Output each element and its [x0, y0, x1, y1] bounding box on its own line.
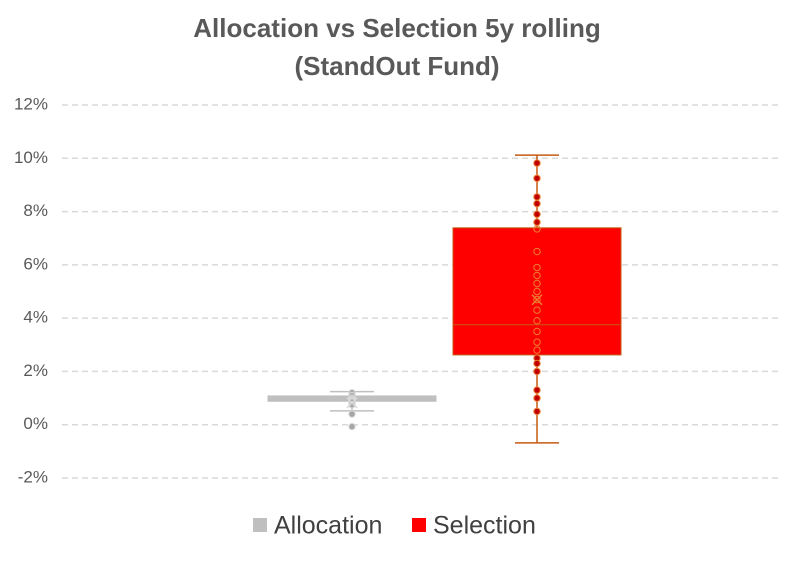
mean-marker: [531, 294, 543, 306]
data-point: [533, 199, 541, 208]
legend-label: Selection: [433, 512, 536, 540]
data-point: [533, 174, 541, 182]
data-point: [533, 287, 541, 296]
data-point: [533, 218, 541, 226]
data-point: [533, 394, 541, 402]
legend-swatch: [253, 518, 267, 532]
data-point: [533, 407, 541, 416]
data-point: [533, 338, 541, 346]
data-point: [348, 401, 356, 409]
y-tick-label: -2%: [18, 467, 48, 486]
data-point: [348, 422, 356, 431]
data-point: [533, 327, 541, 336]
chart-title: Allocation vs Selection 5y rolling: [193, 13, 600, 43]
y-tick-label: 6%: [23, 254, 48, 273]
chart-title: (StandOut Fund): [294, 51, 499, 81]
data-point: [533, 367, 541, 376]
data-point: [533, 247, 541, 256]
data-point: [533, 317, 541, 325]
legend-swatch: [412, 518, 426, 532]
data-point: [533, 193, 541, 201]
data-point: [533, 306, 541, 314]
data-point: [533, 159, 541, 167]
y-tick-label: 2%: [23, 361, 48, 380]
data-point: [533, 271, 541, 280]
data-point: [533, 295, 541, 304]
legend-label: Allocation: [274, 512, 382, 540]
y-tick-label: 12%: [14, 94, 48, 113]
data-point: [533, 210, 541, 218]
mean-marker: [346, 397, 358, 409]
data-point: [533, 263, 541, 272]
y-tick-label: 0%: [23, 414, 48, 433]
data-point: [533, 386, 541, 394]
data-point: [533, 359, 541, 368]
y-tick-label: 8%: [23, 201, 48, 220]
data-point: [533, 279, 541, 288]
y-tick-label: 4%: [23, 308, 48, 327]
data-point: [533, 225, 541, 233]
box: [452, 227, 622, 356]
data-point: [348, 410, 356, 418]
data-point: [533, 346, 541, 354]
y-tick-label: 10%: [14, 148, 48, 167]
